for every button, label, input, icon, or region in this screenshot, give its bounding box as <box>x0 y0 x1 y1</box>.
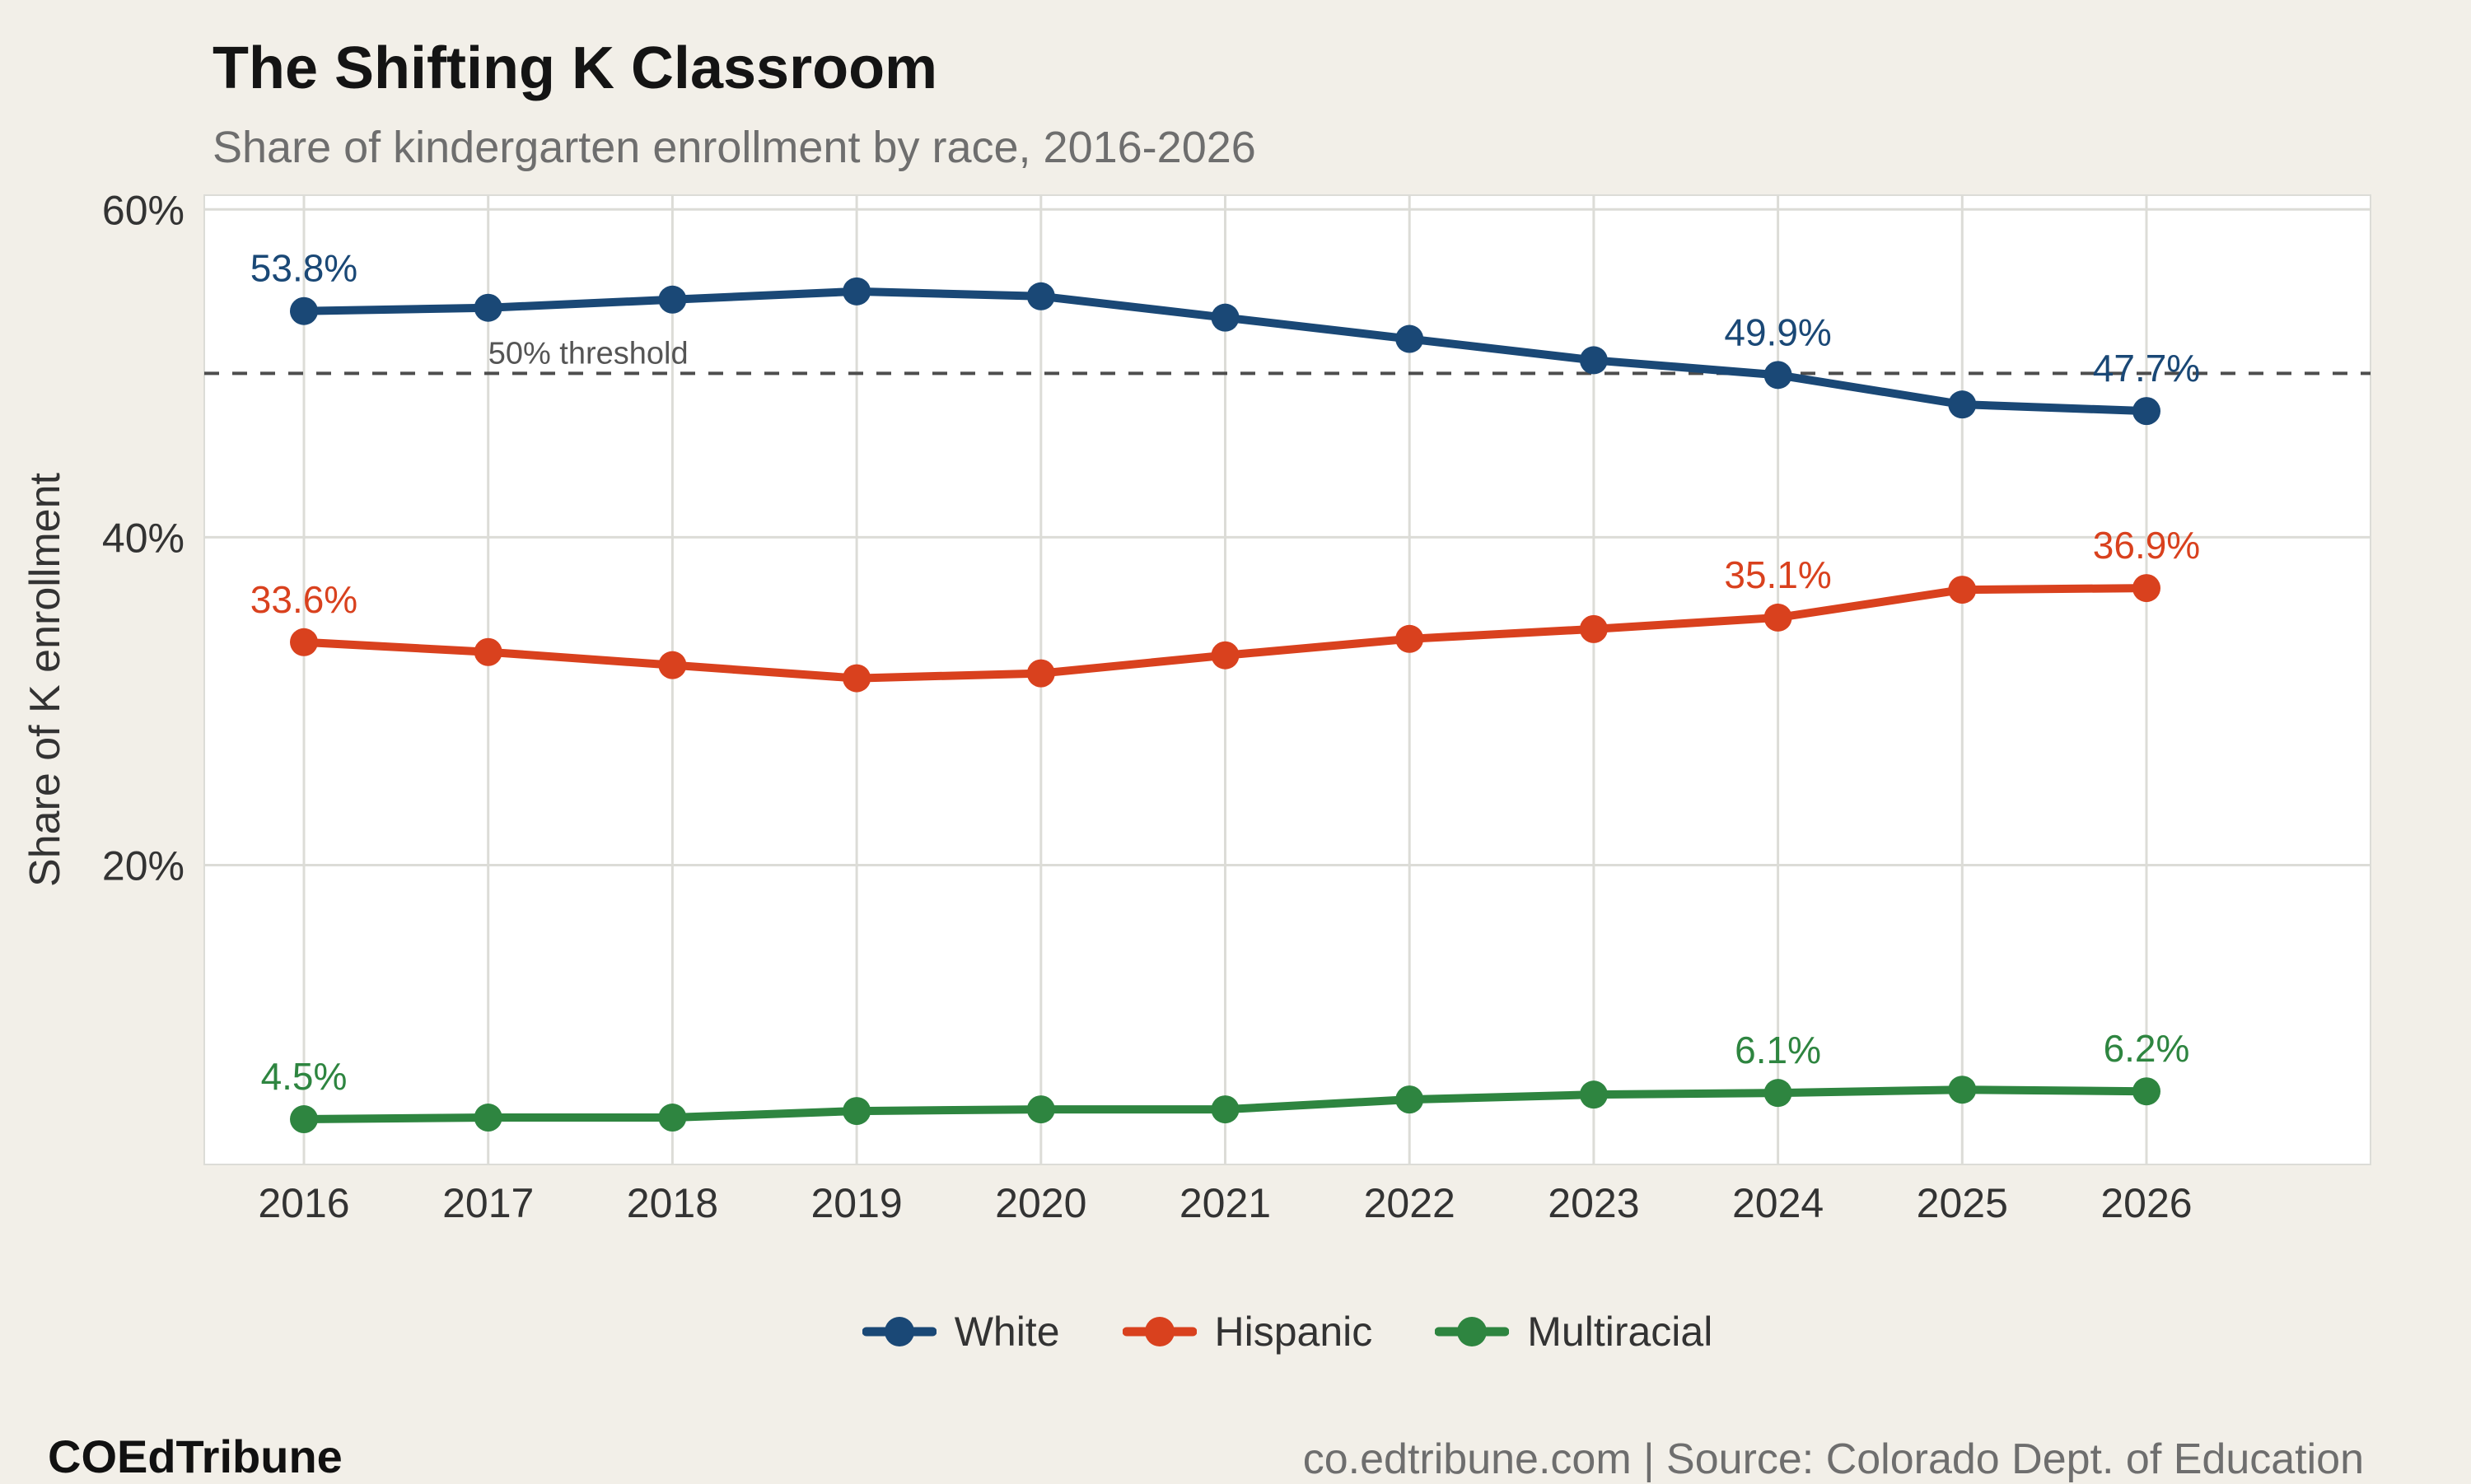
data-point-hispanic <box>1395 624 1424 653</box>
data-label-white: 53.8% <box>250 247 357 290</box>
data-point-multiracial <box>2132 1077 2160 1106</box>
y-axis-tick: 20% <box>102 843 185 889</box>
legend-label: White <box>954 1309 1060 1355</box>
x-axis-tick: 2021 <box>1179 1180 1271 1226</box>
data-point-multiracial <box>1763 1079 1792 1108</box>
data-point-hispanic <box>1579 614 1608 643</box>
data-point-hispanic <box>290 628 318 656</box>
chart-subtitle: Share of kindergarten enrollment by race… <box>213 123 1256 172</box>
data-point-multiracial <box>1579 1080 1608 1109</box>
data-point-white <box>1211 303 1240 332</box>
data-point-white <box>658 285 687 314</box>
data-point-multiracial <box>843 1097 871 1126</box>
x-axis-tick: 2026 <box>2100 1180 2192 1226</box>
legend-label: Hispanic <box>1214 1309 1373 1355</box>
legend-marker-icon <box>1435 1317 1510 1346</box>
chart-legend: White Hispanic Multiracial <box>204 1308 2371 1356</box>
data-point-white <box>1579 346 1608 375</box>
y-axis-title: Share of K enrollment <box>21 472 69 886</box>
data-point-hispanic <box>1948 576 1977 604</box>
x-axis-tick: 2018 <box>627 1180 718 1226</box>
legend-marker-icon <box>862 1317 937 1346</box>
x-axis-tick: 2023 <box>1548 1180 1639 1226</box>
data-point-multiracial <box>290 1105 318 1134</box>
data-point-white <box>1948 390 1977 419</box>
source-attribution: co.edtribune.com | Source: Colorado Dept… <box>1302 1435 2364 1483</box>
data-label-multiracial: 6.1% <box>1735 1029 1821 1071</box>
data-point-white <box>1026 282 1055 310</box>
data-label-hispanic: 35.1% <box>1724 553 1831 596</box>
data-point-multiracial <box>1948 1076 1977 1104</box>
data-point-multiracial <box>658 1104 687 1132</box>
x-axis-tick: 2019 <box>810 1180 902 1226</box>
data-label-multiracial: 4.5% <box>261 1055 348 1098</box>
data-label-white: 47.7% <box>2093 347 2200 390</box>
data-point-hispanic <box>843 664 871 693</box>
y-axis-tick: 40% <box>102 515 185 561</box>
x-axis-tick: 2017 <box>442 1180 534 1226</box>
data-point-hispanic <box>1763 603 1792 632</box>
data-point-hispanic <box>2132 574 2160 603</box>
data-point-white <box>474 293 502 322</box>
data-point-multiracial <box>1211 1095 1240 1124</box>
x-axis-tick: 2020 <box>995 1180 1086 1226</box>
brand-logo-text: COEdTribune <box>48 1430 343 1482</box>
threshold-label: 50% threshold <box>488 336 689 371</box>
data-point-white <box>290 296 318 325</box>
data-label-multiracial: 6.2% <box>2104 1027 2190 1070</box>
y-axis-tick: 60% <box>102 187 185 233</box>
data-point-hispanic <box>658 651 687 679</box>
data-point-white <box>2132 397 2160 426</box>
legend-item-multiracial: Multiracial <box>1435 1308 1712 1356</box>
data-point-multiracial <box>1026 1095 1055 1124</box>
legend-label: Multiracial <box>1527 1309 1713 1355</box>
legend-marker-icon <box>1122 1317 1197 1346</box>
legend-item-white: White <box>862 1308 1060 1356</box>
data-point-white <box>1763 361 1792 390</box>
data-point-white <box>1395 324 1424 353</box>
data-label-hispanic: 36.9% <box>2093 524 2200 567</box>
x-axis-tick: 2025 <box>1917 1180 2008 1226</box>
chart-title: The Shifting K Classroom <box>213 35 938 101</box>
data-label-white: 49.9% <box>1724 310 1831 353</box>
plot-area <box>203 194 2371 1165</box>
data-point-hispanic <box>474 637 502 666</box>
x-axis-tick: 2024 <box>1732 1180 1824 1226</box>
data-label-hispanic: 33.6% <box>250 578 357 621</box>
x-axis-tick: 2022 <box>1364 1180 1455 1226</box>
data-point-hispanic <box>1211 641 1240 670</box>
legend-item-hispanic: Hispanic <box>1122 1308 1373 1356</box>
data-point-multiracial <box>474 1104 502 1132</box>
x-axis-tick: 2016 <box>258 1180 349 1226</box>
data-point-multiracial <box>1395 1085 1424 1114</box>
data-point-white <box>843 277 871 306</box>
data-point-hispanic <box>1026 659 1055 688</box>
